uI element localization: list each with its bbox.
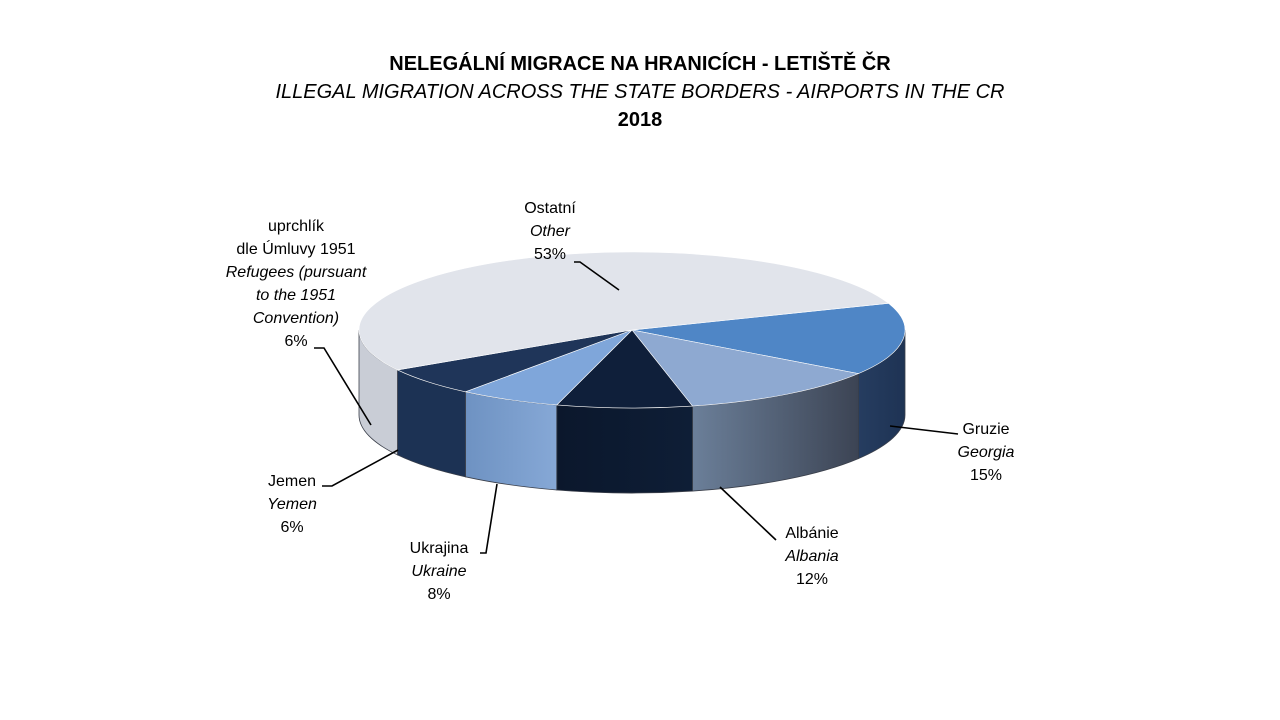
slice-label-percent: 15% [969,467,1003,484]
slice-label-percent: 8% [427,586,451,603]
pie-tops [358,251,906,409]
slice-label-cs: Ostatní [524,200,576,217]
pie-slice-albania [631,329,860,407]
leader-line-other [574,261,620,291]
slice-label-cs: uprchlík [267,218,325,235]
slice-label-en-line3: Convention) [252,310,340,327]
slice-label-en: Refugees (pursuant [225,264,367,281]
slice-label-en: Yemen [267,496,317,513]
slice-label-albania: Albánie Albania 12% [762,522,862,591]
slice-label-other: Ostatní Other 53% [500,197,600,266]
leader-line-georgia [889,425,959,435]
pie-slice-other [358,251,890,371]
slice-label-cs: Jemen [267,473,317,490]
pie-side-ukraine [556,404,693,494]
slice-label-cs-line2: dle Úmluvy 1951 [236,241,356,258]
slice-label-en: Other [529,223,570,240]
leader-line-ukraine [480,483,498,554]
slice-label-en-line2: to the 1951 [255,287,337,304]
slice-label-percent: 12% [795,571,829,588]
slice-label-cs: Gruzie [962,421,1010,438]
pie-side-yemen [465,391,558,491]
pie-sides [358,329,906,494]
slice-label-yemen: Jemen Yemen 6% [242,470,342,539]
slice-label-ukraine: Ukrajina Ukraine 8% [389,537,489,606]
slice-label-refugees: uprchlík dle Úmluvy 1951 Refugees (pursu… [206,215,386,353]
pie-slice-georgia [631,303,906,374]
leader-line-refugees [314,347,372,426]
slice-label-georgia: Gruzie Georgia 15% [936,418,1036,487]
leader-line-yemen [322,449,399,487]
slice-label-percent: 6% [280,519,304,536]
slice-label-en: Albania [785,548,839,565]
chart-title-block: NELEGÁLNÍ MIGRACE NA HRANICÍCH - LETIŠTĚ… [0,50,1280,134]
slice-label-percent: 53% [533,246,567,263]
slice-label-en: Ukraine [411,563,467,580]
slice-label-percent: 6% [284,333,308,350]
slice-label-en: Georgia [957,444,1015,461]
chart-year: 2018 [617,109,663,131]
pie-slice-ukraine [556,329,694,409]
chart-subtitle: ILLEGAL MIGRATION ACROSS THE STATE BORDE… [275,81,1005,103]
slice-label-cs: Ukrajina [409,540,469,557]
chart-title: NELEGÁLNÍ MIGRACE NA HRANICÍCH - LETIŠTĚ… [389,53,891,75]
leader-line-albania [719,486,777,541]
leader-lines [314,261,959,554]
slice-label-cs: Albánie [785,525,839,542]
